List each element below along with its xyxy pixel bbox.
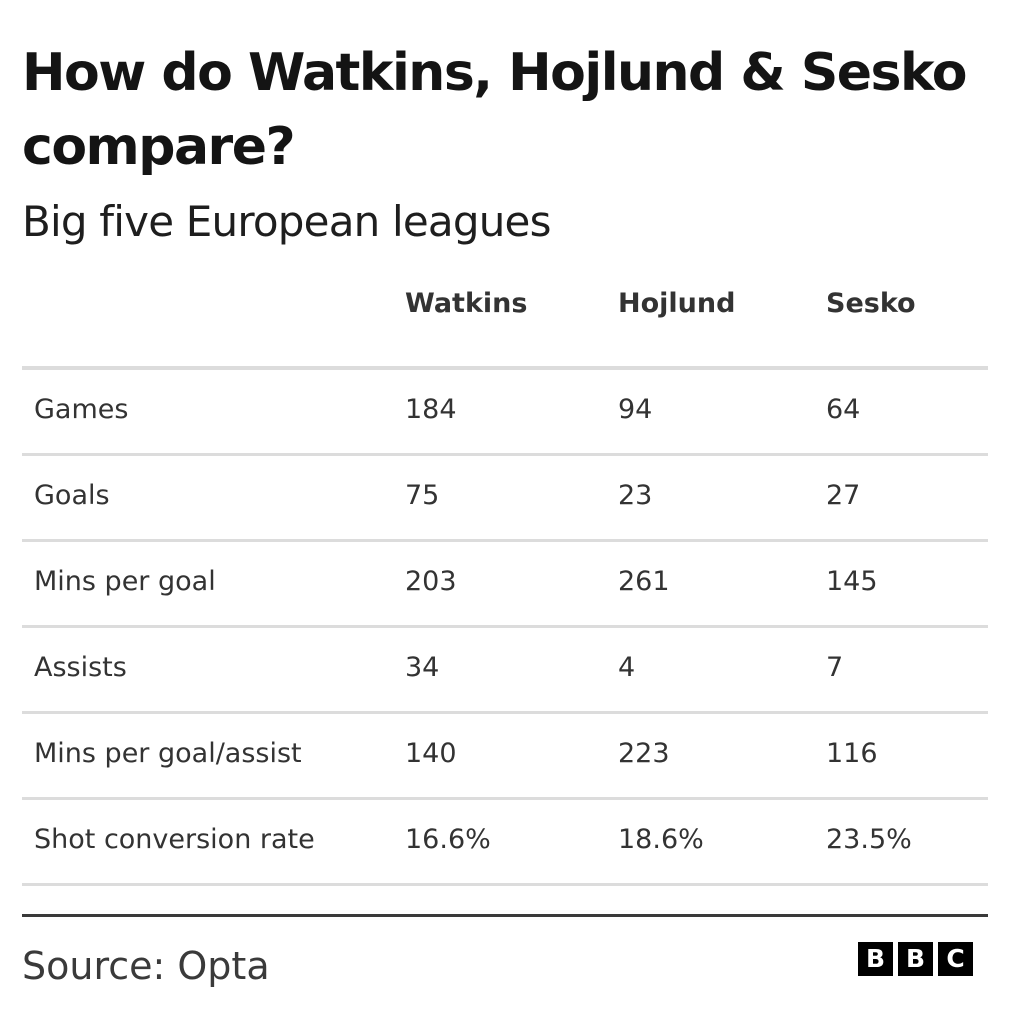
row-label: Shot conversion rate xyxy=(34,824,315,855)
cell-watkins: 34 xyxy=(405,652,440,683)
row-label: Assists xyxy=(34,652,127,683)
row-label: Goals xyxy=(34,480,110,511)
cell-watkins: 184 xyxy=(405,394,457,425)
column-header-sesko: Sesko xyxy=(826,288,916,319)
cell-sesko: 7 xyxy=(826,652,844,683)
cell-watkins: 140 xyxy=(405,738,457,769)
cell-sesko: 116 xyxy=(826,738,878,769)
cell-hojlund: 261 xyxy=(618,566,670,597)
table-row-mins-per-goal-assist: Mins per goal/assist 140 223 116 xyxy=(22,714,988,800)
bbc-logo-block: B xyxy=(858,942,893,976)
cell-sesko: 145 xyxy=(826,566,878,597)
cell-hojlund: 23 xyxy=(618,480,653,511)
comparison-table: Watkins Hojlund Sesko Games 184 94 64 Go… xyxy=(22,276,988,886)
bbc-logo: B B C xyxy=(858,942,973,976)
cell-hojlund: 94 xyxy=(618,394,653,425)
cell-watkins: 16.6% xyxy=(405,824,491,855)
table-header-row: Watkins Hojlund Sesko xyxy=(22,276,988,370)
table-row-assists: Assists 34 4 7 xyxy=(22,628,988,714)
row-label: Mins per goal xyxy=(34,566,216,597)
row-label: Mins per goal/assist xyxy=(34,738,302,769)
cell-sesko: 27 xyxy=(826,480,861,511)
bbc-logo-block: C xyxy=(938,942,973,976)
table-row-mins-per-goal: Mins per goal 203 261 145 xyxy=(22,542,988,628)
table-row-games: Games 184 94 64 xyxy=(22,370,988,456)
cell-sesko: 23.5% xyxy=(826,824,912,855)
table-row-shot-conversion-rate: Shot conversion rate 16.6% 18.6% 23.5% xyxy=(22,800,988,886)
bbc-logo-block: B xyxy=(898,942,933,976)
chart-title: How do Watkins, Hojlund & Sesko compare? xyxy=(22,43,967,177)
cell-hojlund: 4 xyxy=(618,652,636,683)
cell-watkins: 75 xyxy=(405,480,440,511)
source-note: Source: Opta xyxy=(22,944,270,988)
column-header-hojlund: Hojlund xyxy=(618,288,736,319)
column-header-watkins: Watkins xyxy=(405,288,528,319)
row-label: Games xyxy=(34,394,129,425)
table-row-goals: Goals 75 23 27 xyxy=(22,456,988,542)
cell-watkins: 203 xyxy=(405,566,457,597)
cell-sesko: 64 xyxy=(826,394,861,425)
cell-hojlund: 223 xyxy=(618,738,670,769)
cell-hojlund: 18.6% xyxy=(618,824,704,855)
footer-divider xyxy=(22,914,988,917)
chart-subtitle: Big five European leagues xyxy=(22,197,551,246)
